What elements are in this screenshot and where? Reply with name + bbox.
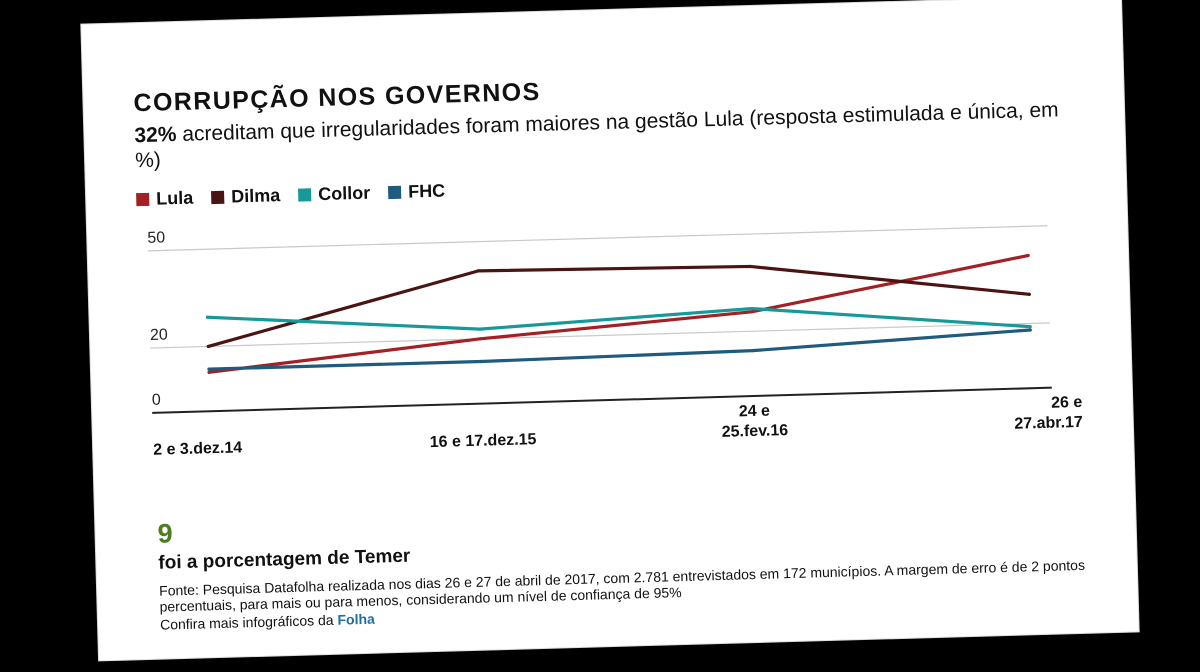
legend-label: Collor	[317, 182, 371, 205]
x-tick-label: 26 e	[1051, 394, 1083, 412]
x-tick-label: 16 e 17.dez.15	[430, 431, 537, 451]
legend-item-dilma: Dilma	[211, 185, 281, 208]
more-infographics: Confira mais infográficos da Folha	[160, 611, 375, 633]
x-tick-label: 27.abr.17	[1014, 414, 1083, 433]
chart-title: CORRUPÇÃO NOS GOVERNOS	[133, 77, 542, 118]
series-line-fhc	[207, 328, 1032, 371]
x-tick-label: 2 e 3.dez.14	[153, 439, 242, 458]
subtitle-percentage: 32%	[134, 123, 177, 148]
data-point-collor	[205, 315, 210, 319]
y-tick-label: 20	[150, 327, 168, 344]
data-point-dilma	[1027, 292, 1031, 296]
legend-label: Dilma	[230, 185, 281, 207]
series-line-collor	[205, 306, 1032, 331]
temer-label: foi a porcentagem de Temer	[158, 545, 411, 574]
data-point-lula	[1026, 253, 1030, 258]
legend-swatch	[387, 185, 402, 200]
data-point-lula	[207, 370, 211, 374]
legend-label: FHC	[407, 180, 446, 202]
more-prefix: Confira mais infográficos da	[159, 611, 338, 633]
x-axis-baseline	[152, 386, 1052, 414]
gridline	[150, 322, 1051, 349]
data-point-collor	[749, 306, 754, 311]
legend-swatch	[136, 192, 150, 207]
data-point-fhc	[479, 359, 483, 364]
x-tick-label: 25.fev.16	[722, 422, 789, 441]
legend-label: Lula	[155, 187, 194, 209]
legend-item-collor: Collor	[298, 183, 371, 206]
data-point-lula	[478, 337, 482, 341]
data-point-collor	[478, 327, 482, 331]
data-point-fhc	[1028, 328, 1032, 332]
data-point-dilma	[476, 269, 480, 273]
data-point-fhc	[207, 367, 211, 371]
legend-item-fhc: FHC	[387, 180, 446, 204]
temer-percentage: 9	[157, 518, 174, 549]
legend-swatch	[211, 190, 225, 205]
data-point-dilma	[206, 344, 210, 349]
data-point-lula	[750, 310, 754, 314]
series-line-lula	[207, 253, 1030, 374]
y-tick-label: 50	[147, 229, 165, 246]
infographic-card: CORRUPÇÃO NOS GOVERNOS 32% acreditam que…	[81, 0, 1139, 661]
series-line-dilma	[206, 264, 1031, 349]
data-point-dilma	[748, 264, 752, 269]
line-chart: 0 20 50 2 e 3.dez.14 16 e 17.dez.15 24 e25.fe…	[147, 225, 1083, 459]
folha-link[interactable]: Folha	[337, 610, 376, 628]
x-tick-label: 24 e	[739, 403, 771, 421]
legend-item-lula: Lula	[136, 188, 194, 211]
data-point-collor	[1028, 325, 1032, 329]
data-point-fhc	[751, 349, 755, 353]
y-tick-label: 0	[152, 392, 161, 409]
chart-legend: Lula Dilma Collor FHC	[136, 181, 446, 211]
legend-swatch	[298, 188, 312, 202]
gridline	[147, 225, 1048, 252]
